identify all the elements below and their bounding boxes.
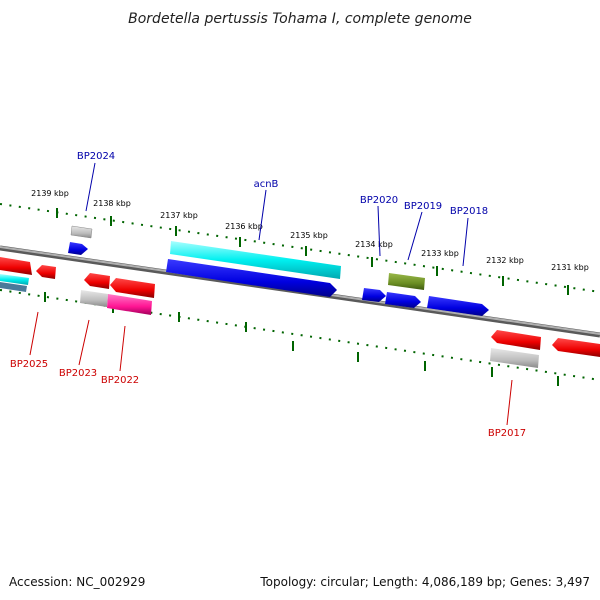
- leader-line: [506, 379, 513, 426]
- gene-red-2[interactable]: [110, 278, 155, 298]
- scale-labels: 2139 kbp 2138 kbp 2137 kbp 2136 kbp 2135…: [31, 189, 589, 272]
- scale-label: 2135 kbp: [290, 231, 328, 240]
- gene-BP2017[interactable]: [490, 348, 539, 368]
- top-strand-genes: [68, 225, 489, 316]
- scale-label: 2139 kbp: [31, 189, 69, 198]
- gene-label-BP2019[interactable]: BP2019: [404, 201, 442, 212]
- accession-text: Accession: NC_002929: [9, 575, 145, 589]
- leader-line: [462, 217, 469, 267]
- gene-acnB[interactable]: [170, 241, 341, 279]
- gene-labels: BP2024 acnB BP2020 BP2019 BP2018 BP2025 …: [10, 151, 526, 439]
- gene-left-steel[interactable]: [0, 282, 27, 292]
- leader-line: [78, 319, 90, 366]
- gene-red-right[interactable]: [491, 330, 541, 350]
- topology-text: Topology: circular; Length: 4,086,189 bp…: [259, 575, 590, 589]
- scale-label: 2138 kbp: [93, 199, 131, 208]
- gene-label-BP2024[interactable]: BP2024: [77, 151, 115, 162]
- gene-red-far-right[interactable]: [552, 338, 600, 357]
- map-title: Bordetella pertussis Tohama I, complete …: [128, 11, 472, 27]
- leader-line: [85, 162, 96, 212]
- gene-label-BP2022[interactable]: BP2022: [101, 375, 139, 386]
- leader-line: [258, 189, 267, 241]
- scale-label: 2131 kbp: [551, 263, 589, 272]
- gene-BP2018[interactable]: [427, 296, 489, 316]
- scale-label: 2134 kbp: [355, 240, 393, 249]
- gene-BP2020[interactable]: [388, 273, 425, 290]
- gene-BP2022[interactable]: [107, 294, 152, 315]
- leader-line: [119, 325, 126, 372]
- gene-BP2024[interactable]: [70, 225, 93, 239]
- scale-label: 2132 kbp: [486, 256, 524, 265]
- gene-blue-long[interactable]: [166, 259, 337, 297]
- upper-scale-track: [0, 203, 600, 293]
- scale-label: 2137 kbp: [160, 211, 198, 220]
- major-ticks: [44, 208, 569, 386]
- gene-label-acnB[interactable]: acnB: [254, 179, 279, 190]
- gene-small-blue[interactable]: [68, 242, 88, 255]
- gene-label-BP2018[interactable]: BP2018: [450, 206, 488, 217]
- gene-label-BP2023[interactable]: BP2023: [59, 368, 97, 379]
- leader-line: [29, 311, 39, 356]
- leader-line: [377, 205, 381, 257]
- gene-small-blue-2[interactable]: [362, 288, 386, 302]
- gene-red-mid[interactable]: [84, 273, 110, 289]
- gene-label-BP2020[interactable]: BP2020: [360, 195, 398, 206]
- gene-small-red[interactable]: [36, 265, 56, 279]
- scale-label: 2133 kbp: [421, 249, 459, 258]
- leader-lines: [29, 162, 513, 426]
- gene-label-BP2017[interactable]: BP2017: [488, 428, 526, 439]
- gene-BP2025[interactable]: [0, 257, 32, 275]
- gene-BP2023[interactable]: [80, 290, 108, 307]
- gene-left-cyan[interactable]: [0, 274, 29, 285]
- gene-label-BP2025[interactable]: BP2025: [10, 359, 48, 370]
- bottom-strand-genes: [0, 257, 600, 368]
- leader-line: [407, 211, 423, 261]
- scale-label: 2136 kbp: [225, 222, 263, 231]
- gene-BP2019[interactable]: [385, 292, 421, 308]
